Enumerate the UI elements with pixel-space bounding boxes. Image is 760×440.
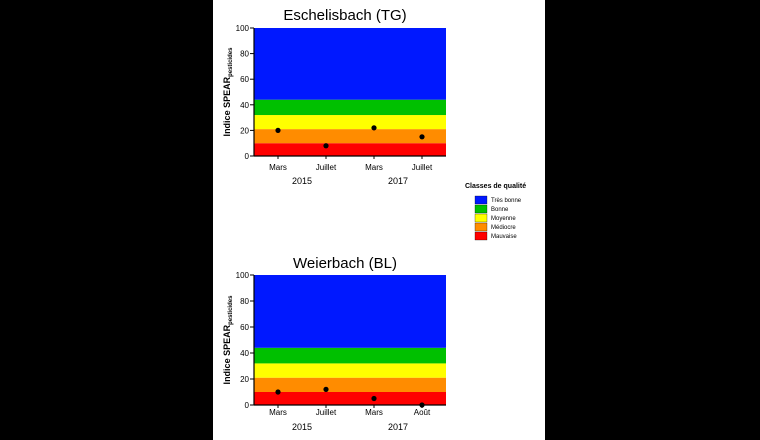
chart-1: Eschelisbach (TG) 0 20 40 60 80 100 Mars Juillet… [222,7,446,186]
quality-band [254,115,446,130]
y-tick-label: 80 [240,297,249,306]
chart-2: Weierbach (BL) 0 20 40 60 80 100 Mars Juillet Mar… [222,255,446,432]
data-point [323,386,329,392]
y-axis-label-main: Indice SPEAR [222,324,232,384]
year-label: 2017 [388,176,408,186]
data-point [371,125,377,131]
y-tick-label: 60 [240,323,249,332]
y-axis-label-subscript: pesticides [228,295,234,325]
legend: Classes de qualité Très bonne Bonne Moyenne… [465,183,526,241]
x-category-label: Juillet [316,163,337,172]
year-label: 2017 [388,422,408,432]
legend-swatch [474,204,488,214]
quality-band [254,347,446,364]
year-label: 2015 [292,422,312,432]
legend-label: Moyenne [491,216,516,222]
y-axis-label-subscript: pesticides [228,47,234,77]
y-axis-label: Indice SPEARpesticides [222,47,234,137]
data-point [419,134,425,140]
x-category-label: Mars [269,408,287,417]
quality-band [254,143,446,156]
quality-band [254,392,446,405]
quality-band [254,28,446,100]
x-category-label: Mars [269,163,287,172]
y-tick-label: 80 [240,50,249,59]
data-point [419,402,425,408]
y-tick-label: 0 [245,401,250,410]
x-category-label: Mars [365,408,383,417]
legend-swatch [474,222,488,232]
quality-band [254,377,446,392]
y-tick-label: 20 [240,126,249,135]
quality-band [254,275,446,348]
chart-title: Weierbach (BL) [293,255,397,272]
y-tick-label: 0 [245,152,250,161]
legend-label: Mauvaise [491,234,517,240]
y-tick-label: 40 [240,101,249,110]
x-category-label: Août [414,408,431,417]
y-tick-label: 100 [236,24,250,33]
y-tick-label: 100 [236,271,250,280]
quality-band [254,363,446,378]
legend-label: Médiocre [491,225,516,231]
legend-title: Classes de qualité [465,183,526,190]
legend-label: Bonne [491,207,509,213]
x-category-label: Mars [365,163,383,172]
x-category-label: Juillet [316,408,337,417]
legend-swatch [474,213,488,223]
data-point [275,389,281,395]
data-point [275,127,281,133]
legend-label: Très bonne [491,198,522,204]
y-tick-label: 40 [240,349,249,358]
quality-band [254,99,446,116]
y-tick-label: 20 [240,375,249,384]
quality-band [254,129,446,144]
legend-swatch [474,231,488,241]
legend-swatch [474,195,488,205]
y-axis-label-main: Indice SPEAR [222,76,232,136]
year-label: 2015 [292,176,312,186]
x-category-label: Juillet [412,163,433,172]
y-tick-label: 60 [240,75,249,84]
data-point [371,395,377,402]
chart-title: Eschelisbach (TG) [283,7,406,24]
y-axis-label: Indice SPEARpesticides [222,295,234,385]
data-point [323,143,329,149]
